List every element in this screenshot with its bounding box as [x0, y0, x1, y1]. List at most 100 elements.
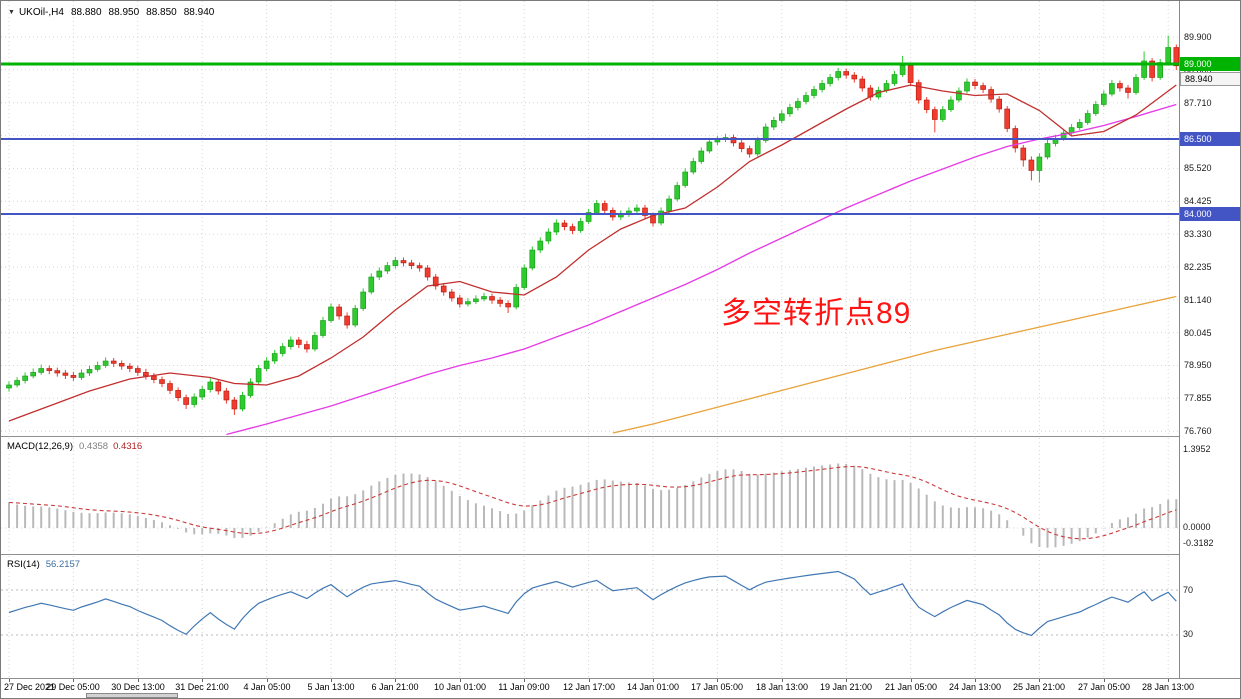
price-scale-label: 87.710 — [1184, 98, 1212, 108]
symbol-timeframe-label: UKOil-,H4 — [18, 7, 64, 18]
candle-body — [263, 360, 270, 369]
time-scale-label: 28 Jan 13:00 — [1141, 682, 1195, 692]
candle-body — [392, 260, 399, 266]
candle-body — [175, 390, 181, 398]
candle-body — [819, 83, 825, 90]
price-chart-canvas[interactable] — [1, 1, 1179, 436]
candle-body — [1109, 83, 1115, 95]
price-scale[interactable]: 89.90088.80587.71086.61585.52084.42583.3… — [1179, 1, 1240, 678]
candle-body — [811, 89, 817, 96]
candle-body — [859, 78, 866, 89]
candle-body — [70, 375, 77, 378]
candle-body — [569, 226, 576, 231]
candle-body — [980, 85, 986, 90]
candle-body — [553, 222, 560, 233]
time-scale-tick — [782, 679, 783, 682]
candle-body — [465, 301, 471, 305]
candle-body — [939, 109, 946, 120]
candle-body — [1093, 104, 1099, 114]
candle-body — [304, 344, 310, 350]
candle-body — [1004, 108, 1011, 129]
rsi-level-70-label: 70 — [1183, 585, 1194, 595]
candle-body — [231, 399, 238, 410]
candle-body — [1076, 122, 1083, 128]
horizontal-scrollbar-thumb[interactable] — [86, 693, 178, 698]
candle-body — [964, 81, 970, 92]
candle-body — [199, 389, 205, 398]
candle-body — [537, 240, 544, 251]
candle-body — [545, 231, 552, 242]
candle-body — [255, 368, 262, 383]
candle-body — [432, 276, 439, 287]
candle-body — [827, 77, 833, 84]
macd-signal-line — [8, 465, 1177, 540]
time-scale-tick — [460, 679, 461, 682]
candle-body — [585, 212, 592, 222]
macd-scale-max: 1.3952 — [1183, 444, 1211, 454]
rsi-level-30-label: 30 — [1183, 629, 1194, 639]
candle-body — [448, 291, 455, 299]
pane-separator-main-macd[interactable] — [1, 436, 1240, 437]
candle-body — [320, 320, 326, 336]
candle-body — [561, 222, 568, 227]
candle-body — [279, 346, 286, 354]
price-scale-label: 76.760 — [1184, 426, 1212, 436]
collapse-chart-icon[interactable]: ▼ — [8, 9, 15, 16]
time-scale-tick — [267, 679, 268, 682]
candle-body — [38, 368, 45, 373]
time-scale-label: 6 Jan 21:00 — [371, 682, 419, 692]
candle-body — [127, 365, 133, 369]
candle-body — [658, 210, 664, 224]
candle-body — [698, 150, 705, 162]
price-scale-label: 81.140 — [1184, 295, 1212, 305]
candle-body — [223, 390, 230, 401]
candle-body — [513, 287, 520, 308]
candle-body — [400, 260, 407, 264]
rsi-line — [8, 570, 1177, 637]
level-price-badge: 84.000 — [1180, 207, 1240, 221]
rsi-value: 56.2157 — [45, 559, 81, 570]
chart-text-annotation: 多空转折点89 — [721, 297, 912, 330]
candle-body — [78, 372, 85, 378]
candle-body — [1101, 93, 1107, 105]
macd-indicator-label: MACD(12,26,9) 0.4358 0.4316 — [7, 441, 142, 452]
time-scale-label: 11 Jan 09:00 — [498, 682, 550, 692]
candle-body — [956, 90, 962, 101]
time-scale[interactable]: 27 Dec 2021 29 Dec 05:00 30 Dec 13:00 31 De… — [1, 678, 1240, 692]
candle-body — [948, 99, 954, 110]
price-scale-label: 78.950 — [1184, 360, 1212, 370]
time-scale-label: 27 Dec 2021 — [4, 682, 56, 692]
candle-body — [408, 262, 415, 266]
time-scale-label: 30 Dec 13:00 — [111, 682, 165, 692]
candle-body — [529, 249, 536, 269]
candle-body — [239, 395, 246, 410]
price-scale-label: 89.900 — [1184, 32, 1212, 42]
rsi-pane-canvas[interactable] — [1, 556, 1179, 677]
time-scale-tick — [653, 679, 654, 682]
candle-body — [778, 113, 785, 121]
time-scale-tick — [589, 679, 590, 682]
candle-body — [738, 142, 745, 149]
macd-scale-zero: 0.0000 — [1183, 522, 1211, 532]
time-scale-label: 12 Jan 17:00 — [562, 682, 616, 692]
macd-signal-value: 0.4316 — [113, 441, 143, 452]
candle-body — [62, 372, 69, 376]
pane-separator-macd-rsi[interactable] — [1, 554, 1240, 555]
candle-body — [1028, 159, 1035, 171]
close-value: 88.940 — [183, 7, 215, 18]
moving-average-line — [612, 295, 1177, 434]
candle-body — [384, 265, 391, 272]
candle-body — [505, 303, 511, 308]
time-scale-tick — [717, 679, 718, 682]
time-scale-label: 29 Dec 05:00 — [46, 682, 100, 692]
time-scale-label: 14 Jan 01:00 — [626, 682, 680, 692]
time-scale-tick — [202, 679, 203, 682]
candle-body — [770, 120, 777, 128]
candle-body — [931, 109, 938, 120]
macd-pane-canvas[interactable] — [1, 438, 1179, 554]
macd-name: MACD(12,26,9) — [7, 441, 73, 452]
candle-body — [746, 148, 753, 155]
candle-body — [143, 372, 149, 377]
time-scale-tick — [9, 679, 10, 682]
candle-body — [215, 381, 222, 392]
